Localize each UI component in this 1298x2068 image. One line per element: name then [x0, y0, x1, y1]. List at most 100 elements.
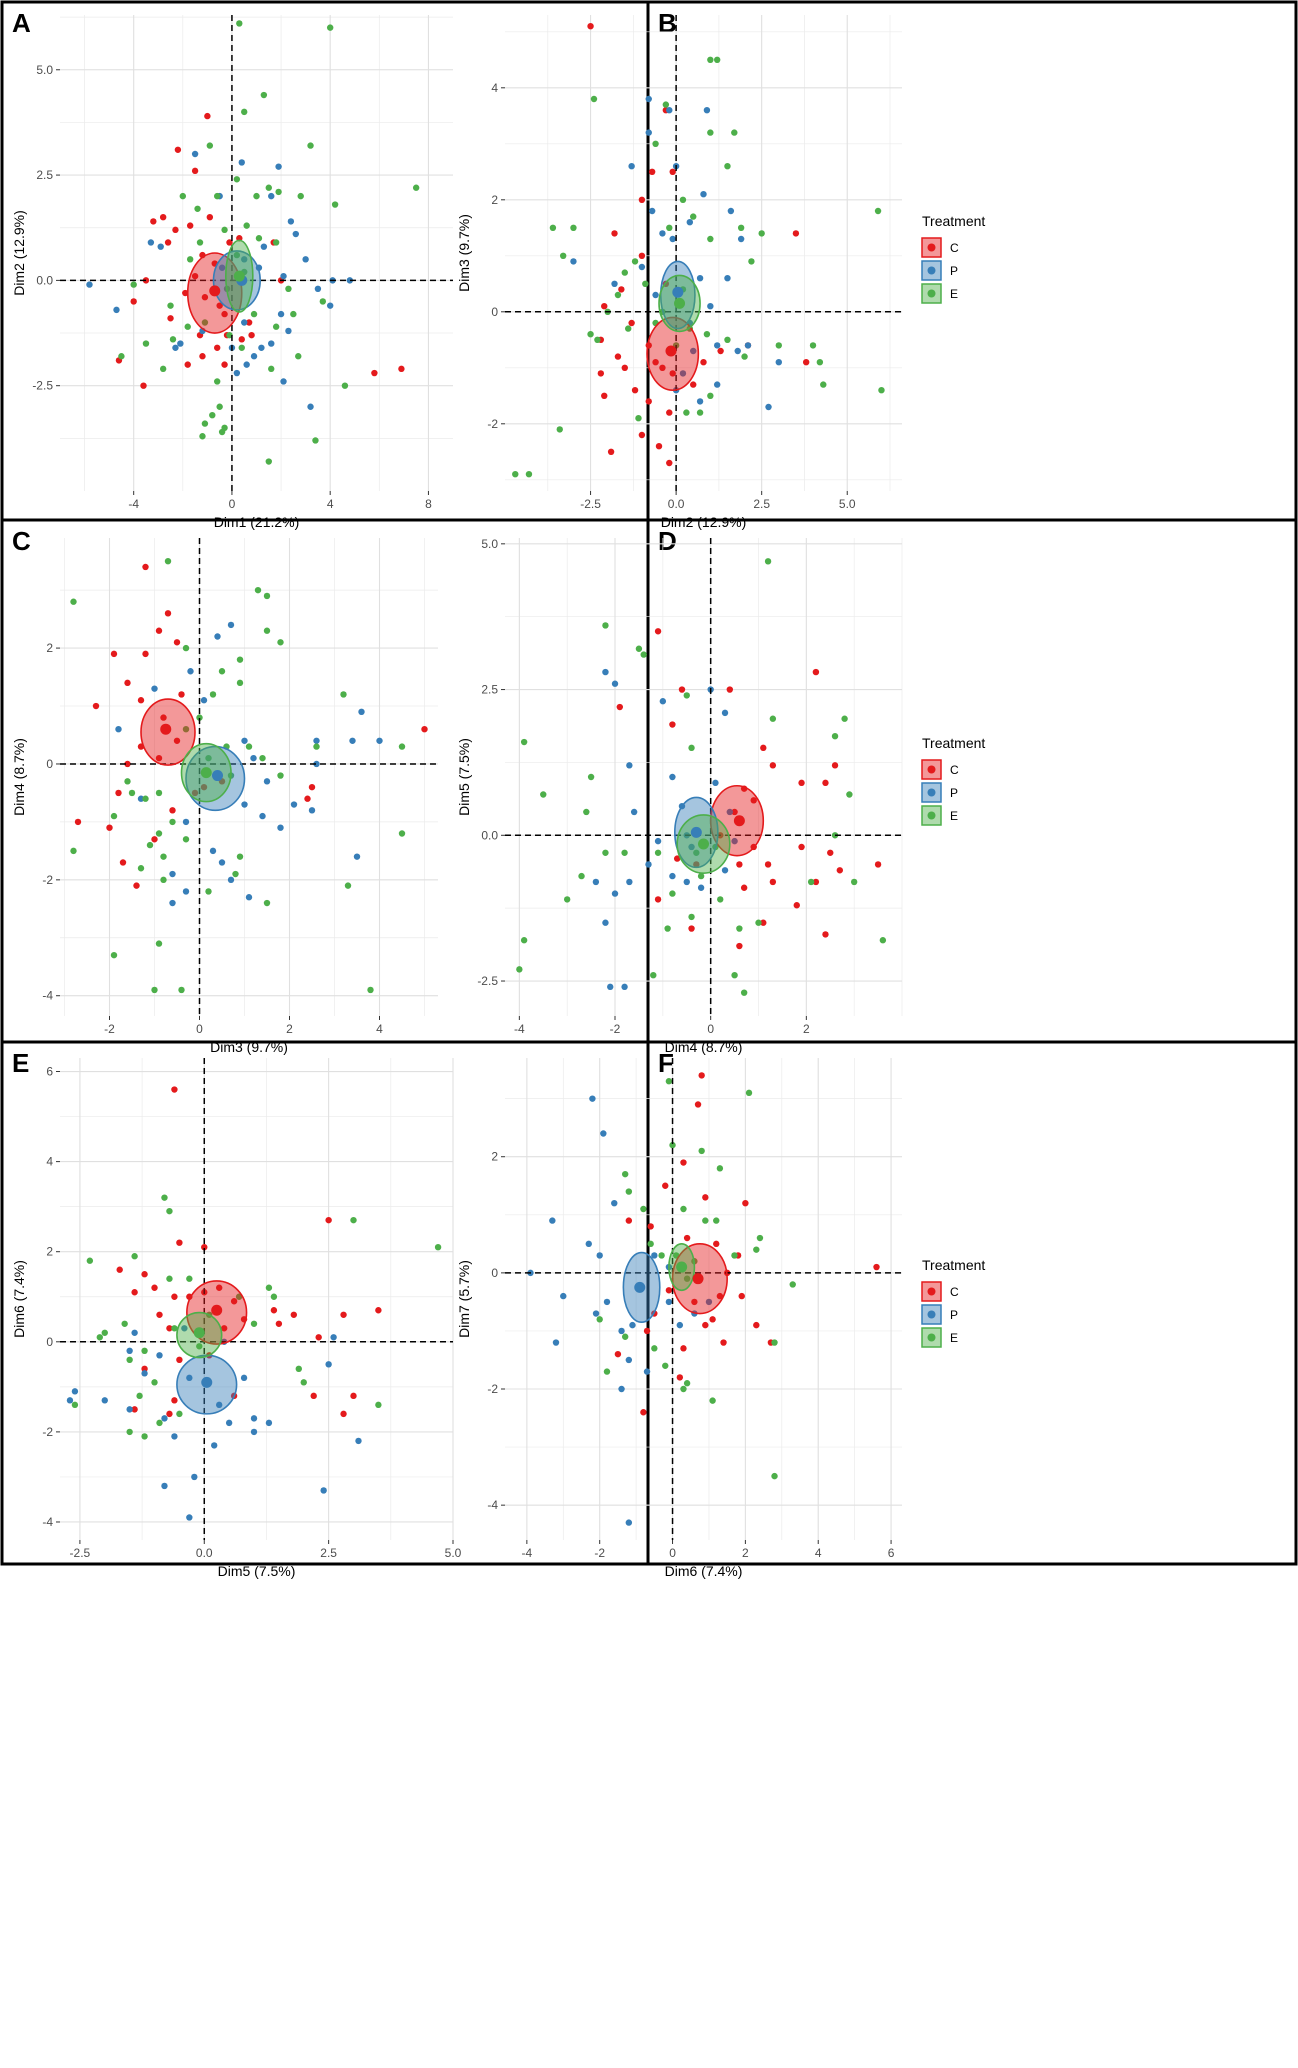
data-point	[756, 1234, 764, 1242]
data-point	[707, 56, 714, 63]
data-point	[375, 1401, 382, 1409]
data-point	[798, 779, 805, 787]
data-point	[669, 1141, 676, 1149]
data-point	[638, 196, 646, 203]
data-point	[218, 668, 226, 675]
panel-frame	[646, 518, 1298, 1044]
series-E	[70, 557, 406, 994]
data-point	[171, 1086, 178, 1093]
data-point	[350, 1392, 357, 1400]
x-tick-label: -4	[128, 497, 139, 511]
data-point	[155, 940, 163, 947]
y-tick-label: 2	[491, 193, 498, 207]
data-point	[652, 291, 659, 299]
data-point	[643, 1327, 651, 1335]
data-point	[812, 878, 820, 886]
data-point	[764, 558, 772, 565]
data-point	[398, 743, 406, 750]
data-point	[290, 310, 297, 318]
data-point	[602, 849, 609, 856]
y-tick-label: 6	[46, 1065, 53, 1079]
data-point	[186, 256, 194, 263]
data-point	[196, 1343, 203, 1350]
data-point	[640, 651, 647, 658]
data-point	[570, 258, 577, 265]
x-tick-label: 0.0	[196, 1546, 213, 1560]
centroid-P	[672, 286, 684, 298]
data-point	[559, 252, 567, 259]
data-point	[172, 226, 179, 234]
data-point	[142, 340, 150, 347]
series-C	[614, 1072, 880, 1416]
data-point	[698, 1147, 705, 1155]
data-point	[549, 1217, 556, 1224]
data-point	[226, 331, 233, 339]
data-point	[650, 971, 657, 979]
data-point	[302, 256, 309, 263]
panel-frame	[0, 0, 650, 522]
panel-frame	[646, 0, 1298, 522]
data-point	[250, 353, 258, 360]
data-point	[161, 1415, 168, 1422]
data-point	[272, 239, 280, 246]
series-C	[587, 23, 810, 467]
data-point	[398, 365, 405, 373]
data-point	[738, 1292, 745, 1300]
data-point	[688, 744, 695, 752]
data-point	[621, 983, 628, 991]
data-point	[312, 437, 319, 444]
series-C	[115, 112, 405, 389]
data-point	[300, 1379, 307, 1386]
data-point	[86, 1257, 94, 1264]
data-point	[172, 344, 179, 351]
data-point	[683, 692, 690, 699]
x-tick-label: -2.5	[70, 1546, 91, 1560]
data-point	[603, 1298, 611, 1306]
data-point	[191, 789, 199, 797]
data-point	[146, 841, 154, 849]
data-point	[731, 837, 738, 845]
data-point	[124, 760, 131, 768]
data-point	[71, 1388, 79, 1395]
data-point	[171, 1397, 178, 1404]
data-point	[693, 849, 700, 856]
data-point	[226, 239, 233, 246]
data-point	[191, 167, 199, 175]
data-point	[131, 1253, 138, 1260]
y-tick-label: 0.0	[481, 828, 498, 842]
data-point	[690, 213, 697, 220]
data-point	[721, 867, 729, 874]
data-point	[151, 1379, 158, 1386]
data-point	[253, 192, 260, 200]
data-point	[164, 239, 172, 246]
data-point	[131, 1329, 138, 1336]
data-point	[141, 1433, 148, 1440]
data-point	[680, 1205, 687, 1213]
data-point	[421, 726, 428, 733]
data-point	[713, 342, 721, 349]
data-point	[659, 364, 666, 371]
x-tick-label: 0	[669, 1546, 676, 1560]
legend-title: Treatment	[922, 1257, 985, 1273]
data-point	[218, 264, 226, 271]
data-point	[186, 1275, 193, 1282]
data-point	[831, 732, 839, 740]
data-point	[625, 1217, 633, 1224]
data-point	[349, 737, 356, 744]
data-point	[709, 1316, 716, 1323]
data-point	[669, 872, 676, 880]
data-point	[220, 1325, 228, 1332]
data-point	[124, 679, 131, 687]
y-tick-label: 0	[491, 1266, 498, 1280]
data-point	[151, 986, 158, 994]
data-point	[119, 859, 127, 866]
data-point	[307, 403, 314, 410]
data-point	[680, 1159, 687, 1166]
data-point	[307, 142, 314, 149]
data-point	[178, 986, 185, 994]
data-point	[669, 721, 676, 728]
data-point	[320, 1487, 327, 1494]
data-point	[713, 56, 721, 63]
data-point	[412, 184, 420, 191]
data-point	[211, 1442, 218, 1449]
